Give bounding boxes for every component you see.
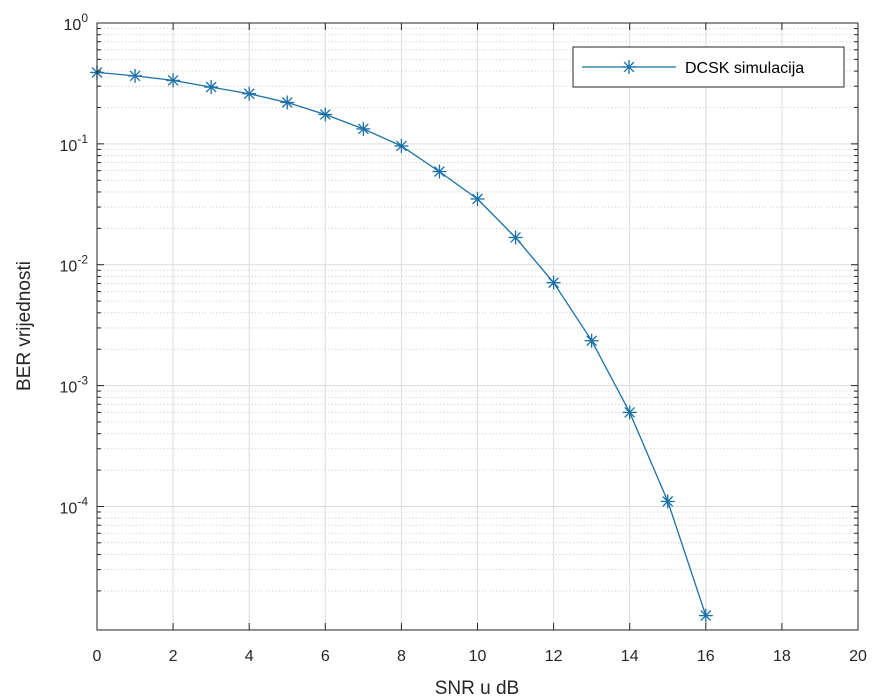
y-tick-label: 10-2 (60, 253, 89, 276)
grid (96, 22, 859, 630)
data-point (318, 107, 333, 122)
x-tick-label: 6 (321, 648, 330, 665)
x-axis-label: SNR u dB (435, 678, 519, 699)
data-point (280, 95, 295, 110)
x-tick-label: 8 (397, 648, 406, 665)
x-tick-label: 14 (621, 648, 639, 665)
legend-entry-label: DCSK simulacija (685, 60, 804, 77)
data-point (584, 333, 599, 348)
x-tick-label: 20 (849, 648, 867, 665)
y-tick-label: 10-4 (60, 494, 89, 517)
y-tick-label: 10-1 (60, 132, 89, 155)
x-tick-label: 0 (93, 648, 102, 665)
x-tick-label: 16 (697, 648, 715, 665)
x-tick-label: 4 (245, 648, 254, 665)
ticks (96, 22, 859, 630)
data-point (508, 230, 523, 245)
x-tick-label: 2 (169, 648, 178, 665)
data-point (546, 275, 561, 290)
data-point (128, 68, 143, 83)
data-point (698, 608, 713, 623)
data-point (242, 86, 257, 101)
y-tick-label: 100 (64, 11, 89, 34)
y-tick-labels: 100 10-1 10-2 10-3 10-4 (60, 11, 89, 517)
legend-marker-star (622, 60, 636, 74)
data-point (166, 73, 181, 88)
data-point (394, 139, 409, 154)
y-tick-label: 10-3 (60, 374, 89, 397)
series-layer (90, 65, 713, 623)
data-point (622, 405, 637, 420)
x-tick-label: 12 (545, 648, 563, 665)
data-point (660, 494, 675, 509)
data-point (356, 121, 371, 136)
y-axis-label: BER vrijednosti (14, 261, 35, 391)
data-point (204, 80, 219, 95)
legend: DCSK simulacija (572, 46, 845, 88)
x-tick-label: 18 (773, 648, 791, 665)
legend-marker (622, 60, 636, 74)
x-tick-label: 10 (469, 648, 487, 665)
data-point (470, 191, 485, 206)
x-tick-labels: 0 2 4 6 8 10 12 14 16 18 20 (93, 648, 867, 665)
data-point (432, 164, 447, 179)
